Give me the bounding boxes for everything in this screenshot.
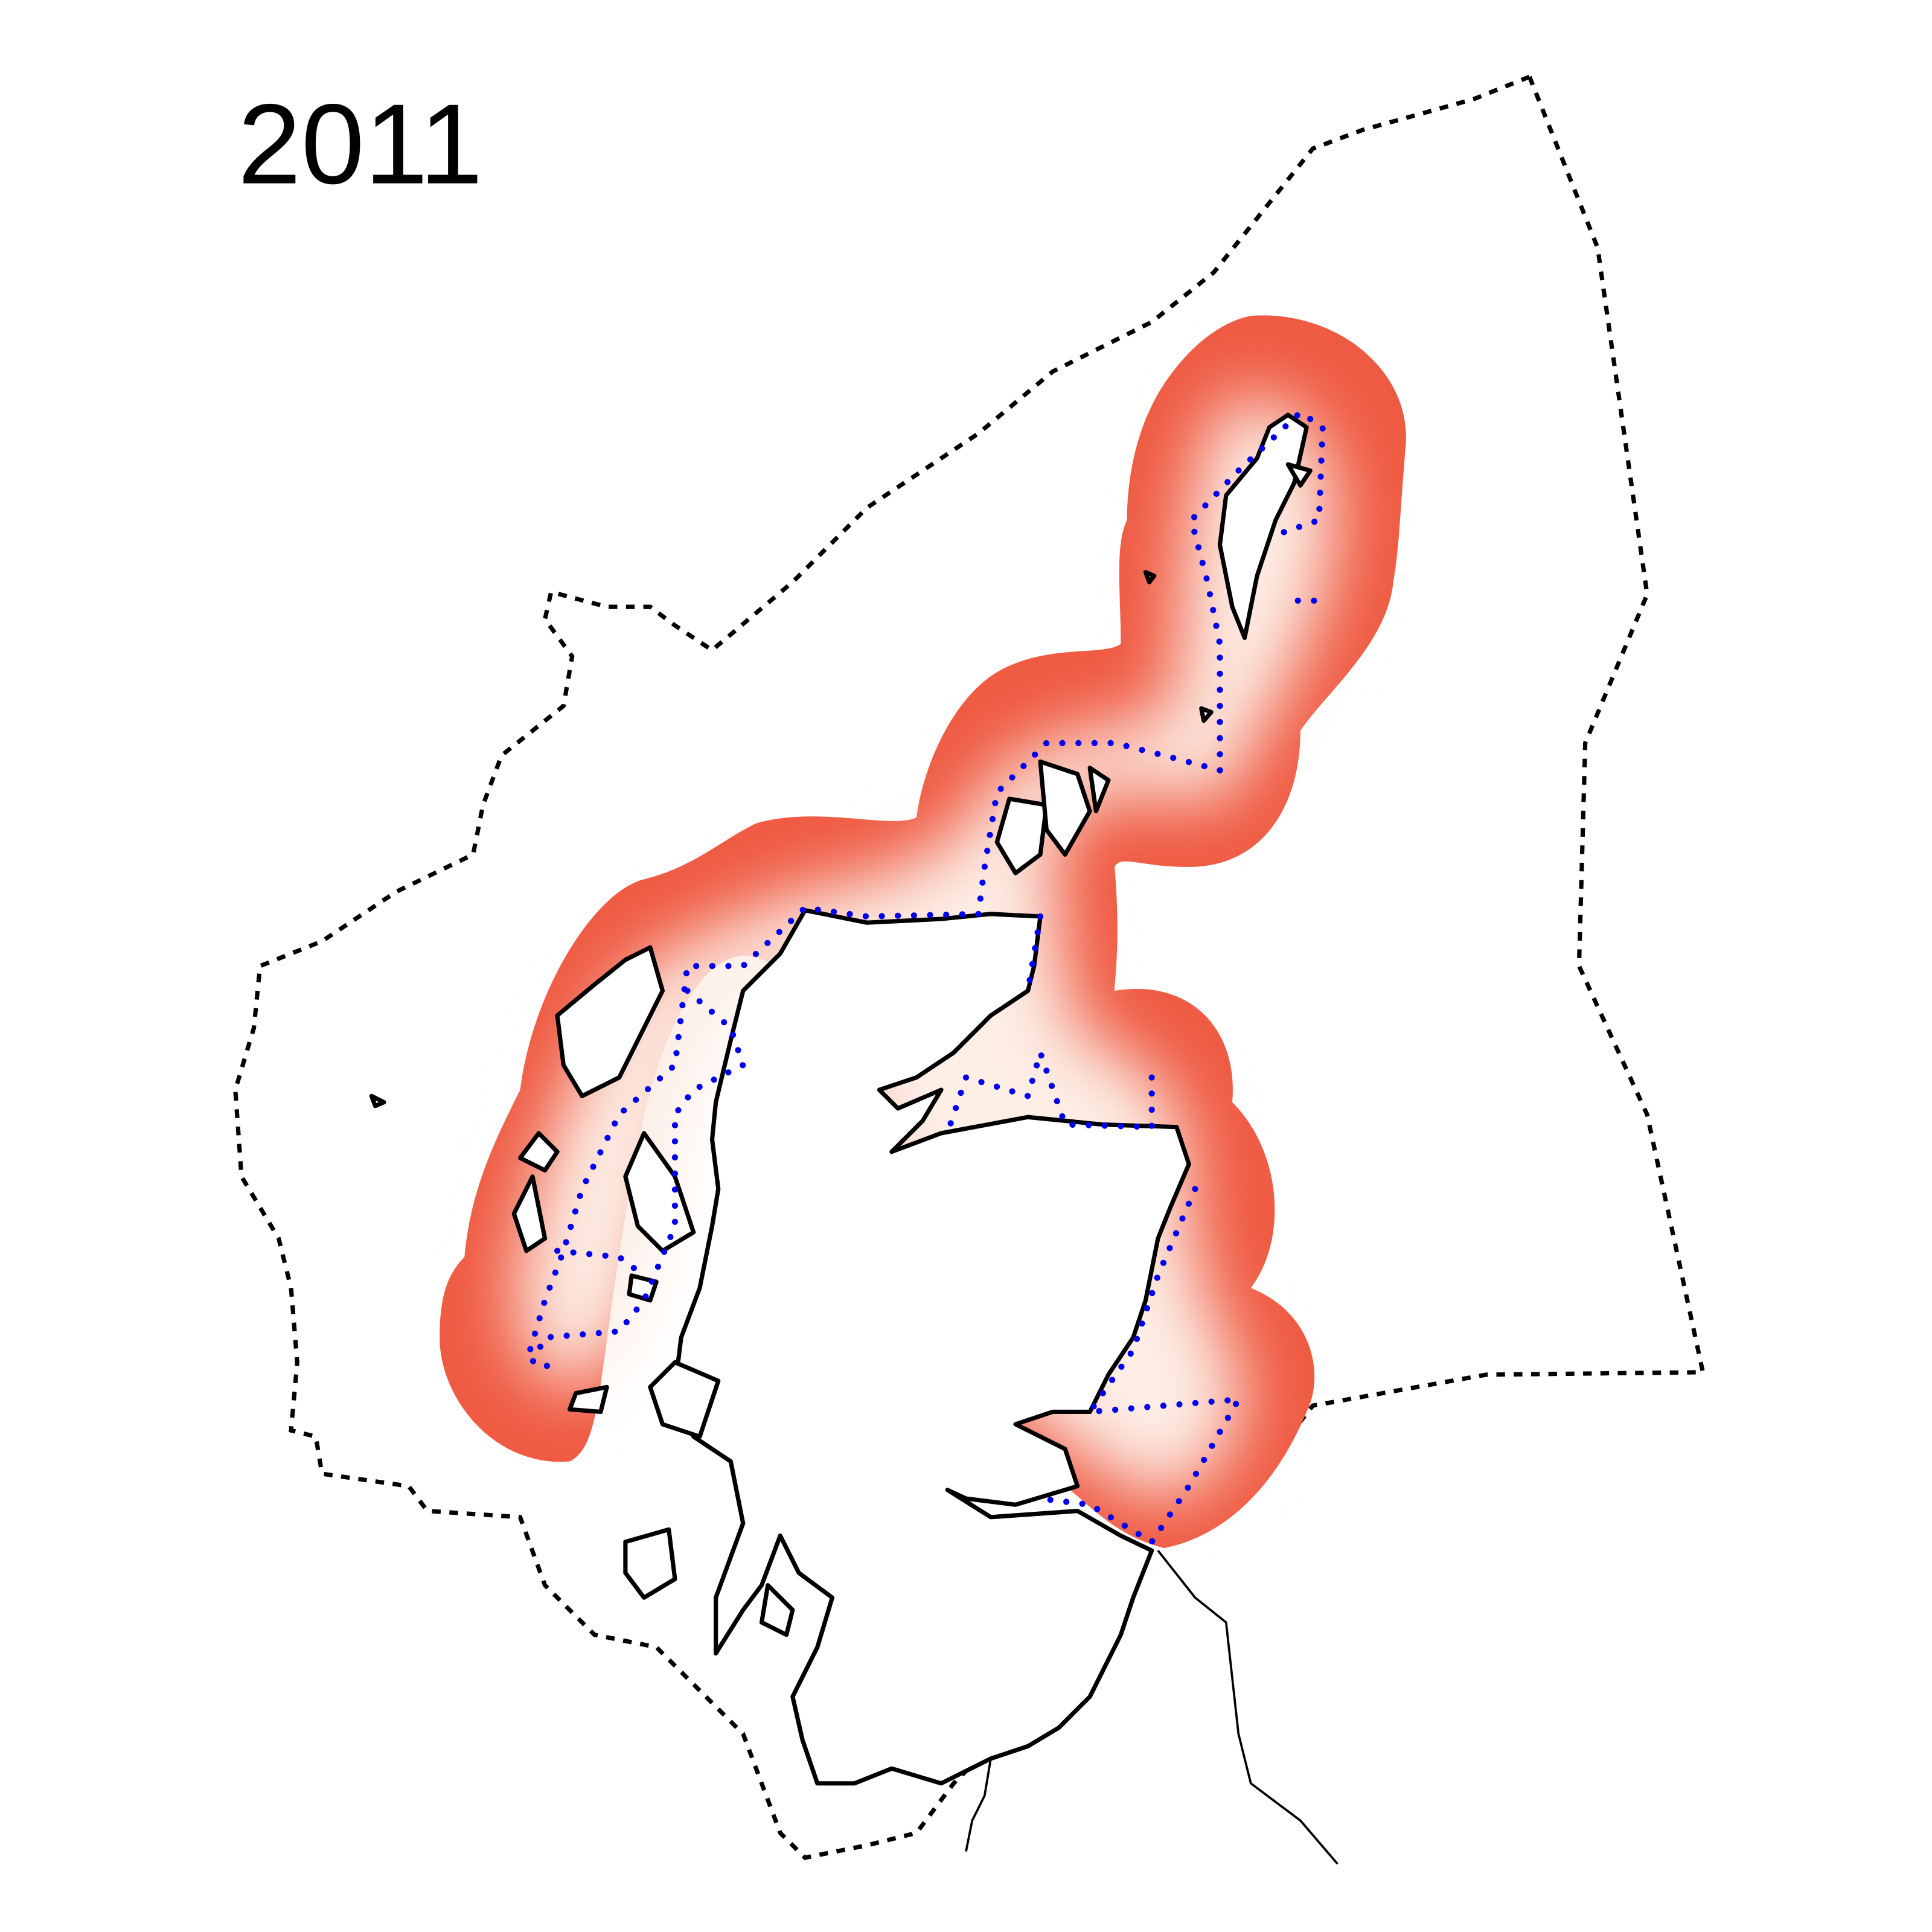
border: [965, 1758, 992, 1852]
survey-track: [944, 1042, 1155, 1137]
mainland: [673, 908, 1191, 1786]
survey-track: [554, 1247, 647, 1279]
coastline: [369, 412, 1339, 1865]
island: [623, 1527, 677, 1600]
island: [1143, 570, 1157, 584]
island: [555, 945, 665, 1098]
island: [1087, 766, 1111, 814]
border: [1157, 1550, 1339, 1865]
survey-track: [1037, 1186, 1244, 1546]
survey-track: [528, 987, 747, 1372]
island: [517, 1131, 560, 1173]
survey-track: [1188, 408, 1326, 774]
survey-tracks: [523, 408, 1326, 1546]
island: [994, 796, 1049, 875]
island: [1199, 706, 1214, 723]
island: [568, 1384, 609, 1415]
survey-track: [975, 740, 1223, 917]
survey-track: [1025, 913, 1044, 994]
island: [369, 1093, 386, 1108]
island: [759, 1583, 795, 1637]
island: [511, 1174, 548, 1253]
island: [648, 1360, 721, 1439]
island: [1038, 759, 1092, 857]
study-area-boundary: [233, 74, 1706, 1860]
island: [1285, 462, 1313, 488]
map-title: 2011: [238, 80, 483, 208]
